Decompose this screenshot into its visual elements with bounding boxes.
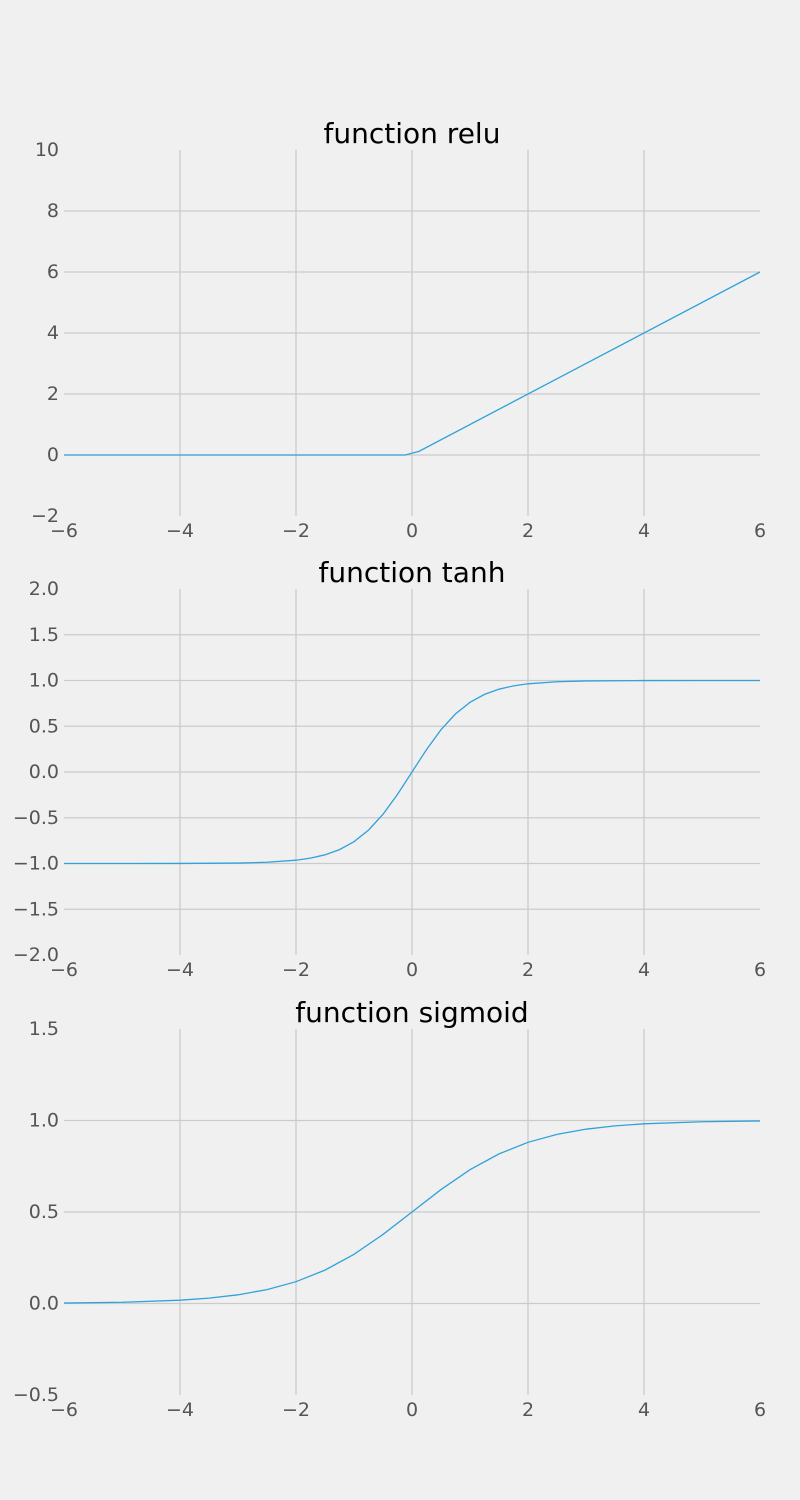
x-tick-label: 6: [754, 959, 766, 981]
chart-title: function relu: [324, 117, 501, 150]
y-tick-label: 1.5: [29, 1018, 59, 1040]
tick-labels: −6 −4 −2 0 2 4 6 −0.5 0.0 0.5 1.0 1.5: [13, 1018, 766, 1421]
tick-labels: −6 −4 −2 0 2 4 6 −2.0 −1.5 −1.0 −0.5 0.0 0.5 1.0 1.5 2.…: [13, 578, 766, 981]
x-tick-label: −4: [166, 959, 194, 981]
chart-title: function tanh: [319, 556, 506, 589]
y-tick-label: −2.0: [13, 944, 59, 966]
subplot-relu: −6 −4 −2 0 2 4 6 −2 0 2 4 6 8 10 function relu: [31, 117, 766, 542]
x-tick-label: −2: [282, 520, 310, 542]
plot-lines: [64, 271, 761, 456]
y-tick-label: 2: [47, 383, 59, 405]
chart-title: function sigmoid: [295, 996, 528, 1029]
y-tick-label: 0.0: [29, 1293, 59, 1315]
y-tick-label: 0.0: [29, 761, 59, 783]
y-tick-label: 6: [47, 261, 59, 283]
x-tick-label: 4: [638, 959, 650, 981]
sigmoid-line: [63, 1120, 761, 1304]
x-tick-label: 2: [522, 520, 534, 542]
x-tick-label: −4: [166, 520, 194, 542]
x-tick-label: 0: [406, 1399, 418, 1421]
x-tick-label: −2: [282, 959, 310, 981]
y-tick-label: 10: [35, 139, 59, 161]
y-tick-label: 0: [47, 444, 59, 466]
x-tick-label: −6: [50, 520, 78, 542]
x-tick-label: 2: [522, 1399, 534, 1421]
y-tick-label: −1.5: [13, 898, 59, 920]
tanh-line: [63, 679, 761, 865]
x-tick-label: −6: [50, 959, 78, 981]
y-tick-label: 1.0: [29, 670, 59, 692]
x-tick-label: 6: [754, 1399, 766, 1421]
y-tick-label: −1.0: [13, 853, 59, 875]
relu-line: [64, 271, 761, 456]
x-tick-label: −2: [282, 1399, 310, 1421]
x-tick-label: 2: [522, 959, 534, 981]
plot-lines: [63, 679, 761, 865]
y-tick-label: 0.5: [29, 715, 59, 737]
grid: [64, 1029, 760, 1395]
y-tick-label: −0.5: [13, 807, 59, 829]
x-tick-label: −4: [166, 1399, 194, 1421]
x-tick-label: 4: [638, 1399, 650, 1421]
plot-lines: [63, 1120, 761, 1304]
y-tick-label: 1.5: [29, 624, 59, 646]
x-tick-label: −6: [50, 1399, 78, 1421]
tick-labels: −6 −4 −2 0 2 4 6 −2 0 2 4 6 8 10: [31, 139, 766, 542]
subplot-tanh: −6 −4 −2 0 2 4 6 −2.0 −1.5 −1.0 −0.5 0.0 0.5 1.0 1.5 2.…: [13, 556, 766, 981]
y-tick-label: 0.5: [29, 1201, 59, 1223]
x-tick-label: 0: [406, 959, 418, 981]
y-tick-label: 1.0: [29, 1110, 59, 1132]
x-tick-label: 4: [638, 520, 650, 542]
y-tick-label: 4: [47, 322, 59, 344]
y-tick-label: −2: [31, 505, 59, 527]
x-tick-label: 0: [406, 520, 418, 542]
y-tick-label: 2.0: [29, 578, 59, 600]
subplot-sigmoid: −6 −4 −2 0 2 4 6 −0.5 0.0 0.5 1.0 1.5 function sigm…: [13, 996, 766, 1421]
y-tick-label: −0.5: [13, 1384, 59, 1406]
x-tick-label: 6: [754, 520, 766, 542]
y-tick-label: 8: [47, 200, 59, 222]
